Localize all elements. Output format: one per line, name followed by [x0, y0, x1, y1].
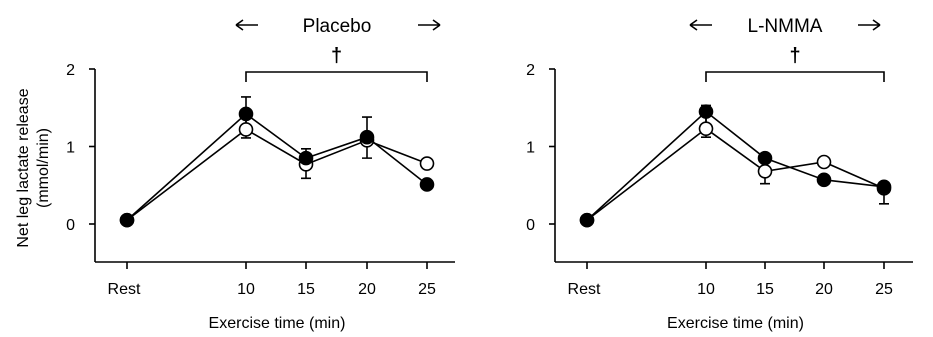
- x-axis-title: Exercise time (min): [667, 315, 804, 332]
- data-point-filled: [757, 150, 773, 166]
- data-point-filled: [579, 212, 595, 228]
- data-point-open: [816, 154, 832, 170]
- series-line-filled: [586, 110, 885, 221]
- x-tick-label: 20: [815, 281, 833, 298]
- chart-panel-placebo: 0 1 2 Rest 10 15 20 25 Exercise time (min) Placeb…: [66, 16, 455, 332]
- data-point-filled: [876, 179, 892, 195]
- data-point-filled: [419, 177, 435, 192]
- y-axis-title-line1: Net leg lactate release: [15, 88, 32, 247]
- x-tick-label: 20: [358, 281, 376, 298]
- condition-label: L-NMMA: [748, 16, 823, 37]
- significance-bracket: [245, 71, 428, 82]
- chart-panel-l-nmma: 0 1 2 Rest 10 15 20 25 Exercise time (min) L-NMMA…: [526, 16, 913, 332]
- x-tick-label: 10: [237, 281, 255, 298]
- x-tick-label: 15: [297, 281, 315, 298]
- y-tick-label: 1: [66, 140, 75, 157]
- data-point-open: [238, 122, 254, 137]
- x-tick-label: 25: [875, 281, 893, 298]
- x-axis-title: Exercise time (min): [209, 315, 346, 332]
- significance-marker: †: [331, 45, 342, 67]
- y-tick-label: 0: [66, 217, 75, 234]
- left-arrow-icon: [235, 19, 258, 31]
- left-arrow-icon: [689, 19, 712, 31]
- data-point-filled: [238, 106, 254, 122]
- data-point-filled: [698, 104, 714, 119]
- data-point-open: [698, 121, 714, 136]
- significance-bracket: [705, 71, 885, 82]
- condition-label: Placebo: [303, 16, 372, 37]
- data-point-filled: [816, 172, 832, 188]
- right-arrow-icon: [858, 19, 881, 31]
- series-line-open: [126, 128, 428, 221]
- data-point-open: [419, 156, 435, 171]
- right-arrow-icon: [418, 19, 441, 31]
- y-tick-label: 2: [526, 62, 535, 79]
- x-tick-label: 10: [697, 281, 715, 298]
- data-point-open: [757, 164, 773, 179]
- y-tick-label: 1: [526, 140, 535, 157]
- x-tick-label: 25: [418, 281, 436, 298]
- x-tick-label: Rest: [568, 281, 601, 298]
- significance-marker: †: [789, 45, 800, 67]
- x-tick-label: 15: [756, 281, 774, 298]
- data-point-filled: [359, 129, 375, 145]
- y-tick-label: 0: [526, 217, 535, 234]
- series-line-filled: [126, 112, 428, 221]
- y-tick-label: 2: [66, 62, 75, 79]
- y-axis-title-line2: (mmol/min): [35, 128, 52, 208]
- x-tick-label: Rest: [108, 281, 141, 298]
- data-point-filled: [119, 212, 135, 228]
- series-line-open: [586, 127, 885, 221]
- data-point-filled: [298, 150, 314, 166]
